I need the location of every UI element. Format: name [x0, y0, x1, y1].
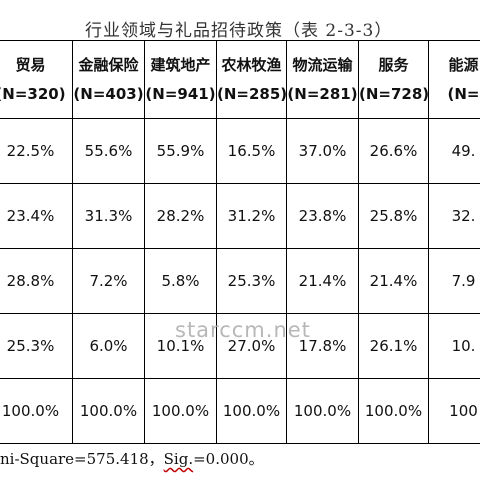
table-cell: 16.5% [216, 118, 287, 184]
table-cell: 37.0% [286, 118, 359, 184]
table-cell: 23.4% [0, 183, 73, 249]
column-header: 贸易 (N=320) [0, 40, 73, 119]
column-header: 物流运输 (N=281) [286, 40, 359, 119]
table-cell: 10. [428, 313, 480, 379]
table-cell: 28.2% [144, 183, 217, 249]
table-cell: 100.0% [216, 378, 287, 444]
column-header: 农林牧渔 (N=285) [216, 40, 287, 119]
table-cell: 23.8% [286, 183, 359, 249]
table-row: 100.0% 100.0% 100.0% 100.0% 100.0% 100.0… [0, 378, 480, 444]
table-title-text: 行业领域与礼品招待政策（表 2-3-3） [85, 21, 393, 41]
sig-value-text: =0.000。 [193, 450, 264, 468]
chi-square-text: ni-Square=575.418， [0, 450, 164, 468]
table-row: 25.3% 6.0% 10.1% 27.0% 17.8% 26.1% 10. [0, 313, 480, 379]
data-table: 贸易 (N=320) 金融保险 (N=403) 建筑地产 (N=941) 农林牧渔 (N… [0, 40, 480, 444]
table-cell: 26.1% [358, 313, 429, 379]
table-row: 23.4% 31.3% 28.2% 31.2% 23.8% 25.8% 32. [0, 183, 480, 249]
table-cell: 7.9 [428, 248, 480, 314]
table-cell: 10.1% [144, 313, 217, 379]
table-cell: 28.8% [0, 248, 73, 314]
table-cell: 100 [428, 378, 480, 444]
column-header: 能源 (N= [428, 40, 480, 119]
table-cell: 26.6% [358, 118, 429, 184]
table-row: 28.8% 7.2% 5.8% 25.3% 21.4% 21.4% 7.9 [0, 248, 480, 314]
table-cell: 31.2% [216, 183, 287, 249]
table-cell: 17.8% [286, 313, 359, 379]
table-cell: 27.0% [216, 313, 287, 379]
table-cell: 100.0% [286, 378, 359, 444]
table-cell: 5.8% [144, 248, 217, 314]
column-header: 建筑地产 (N=941) [144, 40, 217, 119]
table-cell: 22.5% [0, 118, 73, 184]
table-cell: 21.4% [358, 248, 429, 314]
table-cell: 6.0% [72, 313, 145, 379]
sig-text: Sig. [163, 450, 194, 468]
table-cell: 32. [428, 183, 480, 249]
table-cell: 100.0% [72, 378, 145, 444]
table-cell: 25.8% [358, 183, 429, 249]
table-cell: 55.9% [144, 118, 217, 184]
table-cell: 100.0% [144, 378, 217, 444]
table-cell: 100.0% [0, 378, 73, 444]
table-cell: 55.6% [72, 118, 145, 184]
table-cell: 31.3% [72, 183, 145, 249]
table-cell: 25.3% [0, 313, 73, 379]
column-header: 服务 (N=728) [358, 40, 429, 119]
column-header: 金融保险 (N=403) [72, 40, 145, 119]
header-row: 贸易 (N=320) 金融保险 (N=403) 建筑地产 (N=941) 农林牧渔 (N… [0, 40, 480, 119]
statistics-note: ni-Square=575.418，Sig.=0.000。 [0, 448, 264, 469]
table-cell: 25.3% [216, 248, 287, 314]
table-cell: 21.4% [286, 248, 359, 314]
table-cell: 49. [428, 118, 480, 184]
table-cell: 7.2% [72, 248, 145, 314]
table-row: 22.5% 55.6% 55.9% 16.5% 37.0% 26.6% 49. [0, 118, 480, 184]
table-cell: 100.0% [358, 378, 429, 444]
